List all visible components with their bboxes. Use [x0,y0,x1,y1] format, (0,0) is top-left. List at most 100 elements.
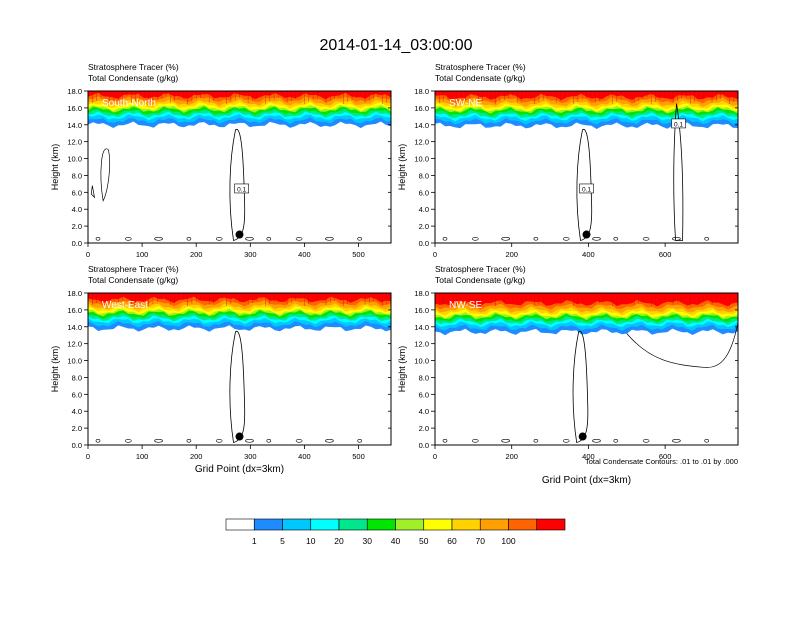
y-tick-label: 6.0 [419,188,429,197]
y-axis-label: Height (km) [50,346,60,393]
panel-subtitle-tracer: Stratosphere Tracer (%) [435,62,526,72]
x-axis-label: Grid Point (dx=3km) [195,464,284,475]
y-tick-label: 6.0 [72,188,82,197]
colorbar-swatch [537,519,565,530]
panel-west-east: Stratosphere Tracer (%)Total Condensate … [50,264,391,475]
colorbar-swatch [367,519,395,530]
y-tick-label: 18.0 [67,289,82,298]
colorbar-label: 1 [252,536,257,546]
colorbar-label: 100 [501,536,515,546]
x-tick-label: 0 [433,250,437,259]
y-tick-label: 18.0 [414,289,429,298]
contour-label: 0.1 [237,186,246,193]
panel-subtitle-tracer: Stratosphere Tracer (%) [88,62,179,72]
panel-subtitle-tracer: Stratosphere Tracer (%) [88,264,179,274]
panel-sw-ne: Stratosphere Tracer (%)Total Condensate … [397,62,738,259]
colorbar-swatch [480,519,508,530]
y-tick-label: 6.0 [72,390,82,399]
colorbar-swatch [509,519,537,530]
y-tick-label: 8.0 [72,171,82,180]
colorbar-swatch [396,519,424,530]
y-tick-label: 16.0 [414,306,429,315]
x-tick-label: 0 [86,250,90,259]
x-tick-label: 500 [352,250,365,259]
y-tick-label: 8.0 [419,171,429,180]
y-tick-label: 14.0 [414,121,429,130]
colorbar-label: 70 [476,536,486,546]
figure-canvas: 2014-01-14_03:00:00 Stratosphere Tracer … [0,0,792,612]
colorbar: 1 5 10 20 30 40 50 60 70 100 [226,519,565,546]
panel-subtitle-condensate: Total Condensate (g/kg) [88,275,178,285]
location-marker [583,231,591,239]
panel-label: South-North [102,98,156,109]
y-tick-label: 16.0 [67,104,82,113]
x-tick-label: 100 [136,250,149,259]
location-marker [236,231,244,239]
x-tick-label: 0 [86,452,90,461]
x-tick-label: 400 [298,250,311,259]
y-tick-label: 2.0 [72,424,82,433]
y-tick-label: 16.0 [67,306,82,315]
footnote: Total Condensate Contours: .01 to .01 by… [585,457,738,466]
y-tick-label: 14.0 [67,121,82,130]
y-tick-label: 10.0 [414,357,429,366]
figure-title: 2014-01-14_03:00:00 [319,37,472,54]
location-marker [236,433,244,441]
colorbar-label: 30 [363,536,373,546]
x-tick-label: 500 [352,452,365,461]
colorbar-label: 10 [306,536,316,546]
y-tick-label: 18.0 [414,87,429,96]
colorbar-swatch [424,519,452,530]
y-tick-label: 14.0 [414,323,429,332]
x-tick-label: 600 [659,250,672,259]
panel-label: NW-SE [449,300,482,311]
y-tick-label: 12.0 [414,340,429,349]
colorbar-label: 60 [447,536,457,546]
panel-nw-se: Stratosphere Tracer (%)Total Condensate … [397,264,738,486]
y-tick-label: 4.0 [72,407,82,416]
colorbar-label: 20 [334,536,344,546]
y-tick-label: 4.0 [419,205,429,214]
x-tick-label: 300 [244,250,257,259]
x-tick-label: 200 [505,250,518,259]
colorbar-label: 40 [391,536,401,546]
y-tick-label: 12.0 [414,138,429,147]
y-tick-label: 2.0 [419,424,429,433]
x-axis-label: Grid Point (dx=3km) [542,475,631,486]
y-tick-label: 2.0 [419,222,429,231]
y-tick-label: 0.0 [419,239,429,248]
y-tick-label: 2.0 [72,222,82,231]
y-tick-label: 10.0 [414,155,429,164]
panel-label: SW-NE [449,98,482,109]
panel-subtitle-condensate: Total Condensate (g/kg) [435,275,525,285]
y-tick-label: 16.0 [414,104,429,113]
colorbar-label: 50 [419,536,429,546]
contour-label: 0.1 [582,186,591,193]
x-tick-label: 100 [136,452,149,461]
y-tick-label: 10.0 [67,155,82,164]
colorbar-swatch [226,519,254,530]
y-tick-label: 12.0 [67,138,82,147]
y-tick-label: 14.0 [67,323,82,332]
x-tick-label: 200 [190,250,203,259]
panel-south-north: Stratosphere Tracer (%)Total Condensate … [50,62,391,259]
y-tick-label: 0.0 [72,239,82,248]
colorbar-swatch [254,519,282,530]
x-tick-label: 200 [505,452,518,461]
x-tick-label: 400 [298,452,311,461]
y-axis-label: Height (km) [397,346,407,393]
panel-subtitle-condensate: Total Condensate (g/kg) [435,73,525,83]
y-tick-label: 8.0 [419,373,429,382]
panel-subtitle-tracer: Stratosphere Tracer (%) [435,264,526,274]
colorbar-swatch [339,519,367,530]
x-tick-label: 200 [190,452,203,461]
panel-label: West-East [102,300,148,311]
y-axis-label: Height (km) [397,144,407,191]
y-tick-label: 4.0 [72,205,82,214]
x-tick-label: 300 [244,452,257,461]
y-axis-label: Height (km) [50,144,60,191]
y-tick-label: 0.0 [72,441,82,450]
x-tick-label: 400 [582,250,595,259]
y-tick-label: 18.0 [67,87,82,96]
location-marker [579,433,587,441]
